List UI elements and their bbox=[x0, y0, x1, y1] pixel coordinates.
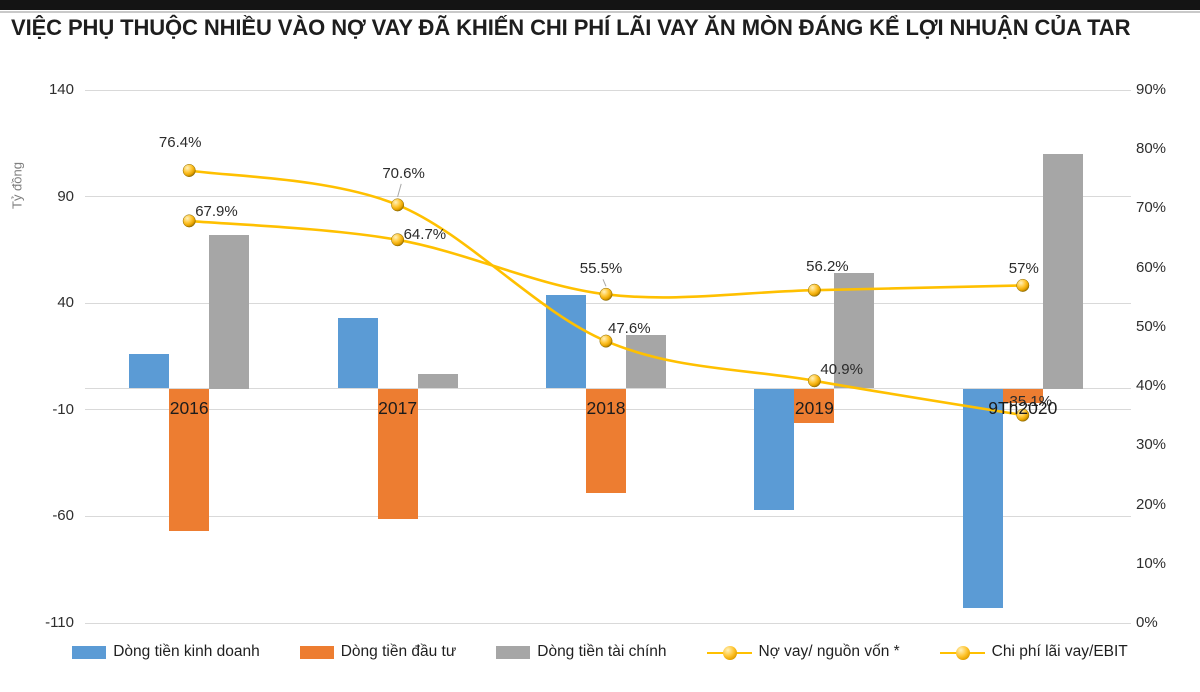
label-no-vay-2019: 56.2% bbox=[806, 258, 849, 276]
y-tick-left-140: 140 bbox=[48, 81, 74, 98]
bar-kinh-doanh-9Th2020[interactable] bbox=[962, 388, 1003, 609]
y-tick-right-80: 80% bbox=[1136, 140, 1167, 158]
bar-dau-tu-9Th2020[interactable] bbox=[1002, 388, 1043, 404]
legend-label-dau-tu: Dòng tiền đầu tư bbox=[340, 643, 457, 660]
gridline-0 bbox=[85, 387, 1131, 389]
point-chi-phi-2017[interactable] bbox=[391, 198, 405, 212]
label-chi-phi-2016: 76.4% bbox=[158, 133, 202, 151]
bar-dau-tu-2017[interactable] bbox=[377, 388, 418, 519]
label-chi-phi-2017: 70.6% bbox=[382, 164, 425, 182]
legend-swatch-tai-chinh bbox=[496, 645, 531, 659]
bar-kinh-doanh-2019[interactable] bbox=[754, 388, 795, 510]
label-no-vay-9Th2020: 57% bbox=[1008, 260, 1039, 278]
y-tick-right-70: 70% bbox=[1136, 199, 1167, 217]
point-chi-phi-2016[interactable] bbox=[182, 164, 196, 177]
point-no-vay-9Th2020[interactable] bbox=[1016, 278, 1030, 292]
bar-tai-chinh-2019[interactable] bbox=[834, 273, 875, 389]
label-no-vay-2017: 64.7% bbox=[403, 225, 447, 243]
legend-item-dau-tu[interactable]: Dòng tiền đầu tư bbox=[299, 643, 457, 661]
x-category-label-2019: 2019 bbox=[794, 397, 834, 418]
label-no-vay-2016: 67.9% bbox=[195, 202, 238, 220]
label-chi-phi-2019: 40.9% bbox=[820, 360, 863, 378]
legend-label-chi-phi: Chi phí lãi vay/EBIT bbox=[991, 643, 1128, 660]
legend-ball-icon-chi-phi bbox=[955, 645, 970, 660]
point-chi-phi-2018[interactable] bbox=[599, 334, 613, 348]
top-bar bbox=[0, 0, 1200, 10]
gridline-90 bbox=[85, 196, 1131, 198]
legend-swatch-dau-tu bbox=[299, 645, 334, 659]
bar-dau-tu-2016[interactable] bbox=[169, 388, 210, 532]
point-chi-phi-2019[interactable] bbox=[807, 374, 821, 388]
x-category-label-2018: 2018 bbox=[586, 397, 626, 418]
legend-item-kinh-doanh[interactable]: Dòng tiền kinh doanh bbox=[72, 643, 260, 661]
legend-swatch-kinh-doanh bbox=[72, 645, 107, 659]
y-tick-right-0: 0% bbox=[1136, 614, 1158, 631]
point-no-vay-2018[interactable] bbox=[599, 287, 613, 301]
y-tick-right-60: 60% bbox=[1136, 258, 1167, 276]
point-no-vay-2016[interactable] bbox=[182, 214, 196, 228]
y-tick-right-30: 30% bbox=[1136, 436, 1167, 454]
label-leader-no-vay-2018 bbox=[602, 279, 607, 287]
point-no-vay-2017[interactable] bbox=[391, 233, 405, 247]
legend-item-tai-chinh[interactable]: Dòng tiền tài chính bbox=[496, 643, 667, 661]
x-category-label-2017: 2017 bbox=[378, 397, 418, 418]
legend-label-no-vay: Nợ vay/ nguồn vốn * bbox=[758, 643, 900, 660]
gridline--60 bbox=[85, 515, 1131, 517]
gridline-40 bbox=[85, 302, 1131, 304]
label-chi-phi-2018: 47.6% bbox=[608, 320, 651, 338]
legend-item-no-vay[interactable]: Nợ vay/ nguồn vốn * bbox=[706, 643, 900, 661]
bar-tai-chinh-2018[interactable] bbox=[626, 335, 666, 389]
bar-dau-tu-2018[interactable] bbox=[586, 388, 626, 493]
x-category-label-9Th2020: 9Th2020 bbox=[988, 397, 1058, 418]
gridline--110 bbox=[85, 622, 1131, 624]
bar-tai-chinh-2017[interactable] bbox=[417, 373, 458, 389]
x-category-label-2016: 2016 bbox=[169, 397, 209, 418]
bar-tai-chinh-2016[interactable] bbox=[209, 235, 250, 389]
y-tick-left-90: 90 bbox=[57, 187, 74, 205]
point-chi-phi-9Th2020[interactable] bbox=[1016, 408, 1030, 422]
point-no-vay-2019[interactable] bbox=[807, 283, 821, 297]
legend-line-marker-chi-phi bbox=[939, 645, 985, 660]
top-bar-shadow bbox=[0, 11, 1200, 13]
bar-dau-tu-2019[interactable] bbox=[794, 388, 835, 423]
y-tick-right-40: 40% bbox=[1136, 377, 1167, 395]
y-tick-right-20: 20% bbox=[1136, 495, 1167, 513]
y-tick-right-90: 90% bbox=[1136, 81, 1167, 98]
label-leader-chi-phi-2017 bbox=[397, 183, 402, 198]
y-tick-left--10: -10 bbox=[52, 400, 74, 418]
y-tick-left--110: -110 bbox=[45, 614, 74, 631]
legend-line-marker-no-vay bbox=[706, 645, 752, 660]
bar-tai-chinh-9Th2020[interactable] bbox=[1042, 154, 1083, 389]
bar-kinh-doanh-2016[interactable] bbox=[129, 354, 170, 389]
legend-item-chi-phi[interactable]: Chi phí lãi vay/EBIT bbox=[939, 643, 1128, 661]
y-tick-right-50: 50% bbox=[1136, 317, 1167, 335]
legend-label-tai-chinh: Dòng tiền tài chính bbox=[537, 643, 667, 660]
legend-label-kinh-doanh: Dòng tiền kinh doanh bbox=[113, 643, 260, 660]
y-tick-left-40: 40 bbox=[57, 294, 74, 312]
label-chi-phi-9Th2020: 35.1% bbox=[1009, 393, 1053, 411]
bar-kinh-doanh-2017[interactable] bbox=[337, 318, 378, 389]
legend: Dòng tiền kinh doanh Dòng tiền đầu tư Dòng… bbox=[0, 643, 1200, 661]
y-tick-left--60: -60 bbox=[52, 507, 74, 525]
y-tick-right-10: 10% bbox=[1136, 554, 1167, 572]
gridline-140 bbox=[85, 89, 1131, 91]
chart-title: VIỆC PHỤ THUỘC NHIỀU VÀO NỢ VAY ĐÃ KHIẾN… bbox=[11, 15, 1131, 40]
label-no-vay-2018: 55.5% bbox=[579, 260, 623, 278]
legend-ball-icon-no-vay bbox=[722, 645, 737, 660]
